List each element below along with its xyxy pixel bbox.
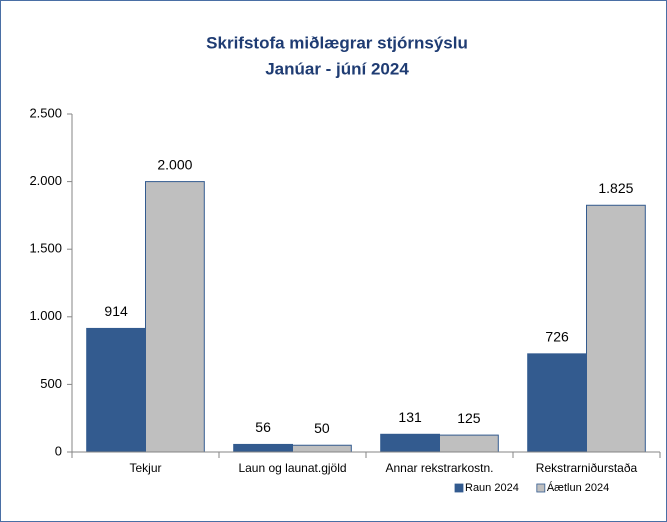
- bar: [586, 204, 646, 453]
- x-tick-label: Annar rekstrarkostn.: [385, 461, 493, 475]
- bar: [86, 327, 146, 453]
- bar: [233, 443, 293, 453]
- bar: [292, 444, 352, 453]
- legend-swatch: [536, 483, 546, 493]
- x-tick-label: Rekstrarniðurstaða: [536, 461, 638, 475]
- value-label: 125: [457, 410, 481, 426]
- value-label: 914: [104, 303, 128, 319]
- bar: [145, 181, 205, 453]
- bar: [439, 434, 499, 453]
- y-tick-label: 2.000: [29, 173, 62, 188]
- x-tick-label: Laun og launat.gjöld: [238, 461, 346, 475]
- y-tick-label: 500: [40, 376, 62, 391]
- y-tick-label: 0: [55, 443, 62, 458]
- legend-label: Áætlun 2024: [547, 481, 609, 494]
- value-label: 2.000: [157, 156, 192, 172]
- value-label: 131: [398, 409, 422, 425]
- y-tick-label: 1.500: [29, 241, 62, 256]
- bar: [380, 433, 441, 453]
- chart-title: Skrifstofa miðlægrar stjórnsýslu: [206, 33, 468, 52]
- chart-subtitle: Janúar - júní 2024: [265, 59, 409, 78]
- value-label: 50: [314, 420, 330, 436]
- legend-swatch: [454, 483, 464, 493]
- y-tick-label: 1.000: [29, 308, 62, 323]
- x-tick-label: Tekjur: [129, 461, 161, 475]
- bar: [527, 353, 588, 453]
- value-label: 1.825: [598, 180, 633, 196]
- legend-label: Raun 2024: [465, 482, 519, 494]
- value-label: 726: [545, 329, 569, 345]
- value-label: 56: [255, 419, 271, 435]
- y-tick-label: 2.500: [29, 105, 62, 120]
